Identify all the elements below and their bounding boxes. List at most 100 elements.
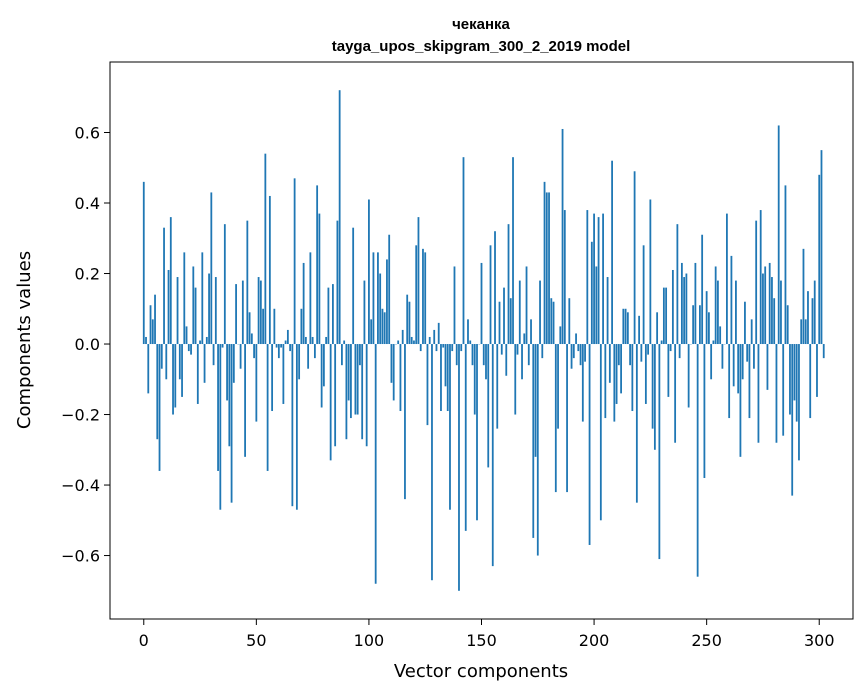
bar-134 [444,344,447,387]
bar-185 [559,326,562,345]
bar-114 [399,344,402,412]
bar-239 [680,262,683,345]
bar-247 [699,305,701,345]
bar-160 [503,287,505,345]
bar-172 [530,319,532,345]
bar-176 [539,280,541,345]
bar-177 [541,344,544,359]
bar-59 [275,344,278,348]
bar-126 [426,344,429,426]
bar-191 [572,344,575,359]
chart-subtitle: tayga_upos_skipgram_300_2_2019 model [332,38,631,55]
bar-150 [480,262,483,345]
y-tick-label: −0.4 [61,476,100,495]
y-axis-label: Components values [14,251,35,429]
bar-284 [782,344,785,436]
bar-107 [383,312,386,345]
bar-173 [532,344,535,538]
bar-293 [802,248,805,345]
bar-34 [219,344,222,510]
bar-105 [379,273,382,345]
bar-65 [289,344,292,352]
bar-152 [485,344,487,380]
bar-184 [557,344,559,429]
bar-95 [356,344,359,415]
bar-21 [190,344,192,355]
bar-298 [813,280,816,345]
bar-144 [467,319,469,345]
bar-98 [363,280,366,345]
bar-155 [491,344,494,567]
bar-127 [428,336,431,345]
bar-299 [816,344,818,397]
bar-92 [350,344,352,419]
bar-30 [210,192,213,345]
bar-24 [196,344,199,404]
bar-146 [471,344,474,366]
bar-292 [800,319,803,345]
bar-53 [262,308,264,345]
bar-204 [602,213,604,345]
bar-300 [818,174,821,345]
bar-133 [442,344,445,348]
bar-99 [365,344,368,447]
bar-234 [669,344,672,352]
bar-166 [516,344,519,355]
bar-60 [277,344,280,359]
bar-175 [536,344,539,556]
bar-232 [665,287,668,345]
bar-265 [739,344,742,457]
bar-264 [737,344,740,394]
bar-205 [604,344,607,419]
bar-174 [534,344,537,457]
bar-266 [741,344,744,380]
bar-143 [464,344,467,531]
bar-118 [408,301,411,345]
bar-163 [509,298,512,345]
bar-164 [512,157,514,345]
bar-33 [217,344,219,471]
bar-197 [586,210,589,345]
bar-153 [487,344,490,468]
bar-274 [759,210,762,345]
bar-211 [617,344,620,366]
bar-26 [201,252,204,345]
bar-125 [424,252,427,345]
bar-67 [293,178,296,345]
bar-110 [390,344,393,383]
bar-280 [773,298,776,345]
bar-91 [347,344,350,401]
y-tick-label: 0.0 [75,335,100,354]
bar-117 [406,294,409,345]
bar-171 [527,344,530,366]
bar-223 [644,344,647,404]
bar-70 [300,308,303,345]
bar-63 [284,340,287,345]
bar-215 [626,312,629,345]
bar-61 [280,344,283,348]
bar-255 [717,280,719,345]
bar-229 [658,344,661,560]
bar-227 [653,344,656,450]
bar-219 [635,344,638,503]
bar-56 [268,195,271,345]
bar-19 [185,326,188,345]
x-axis-ticks: 0 50 100 150 200 250 300 [139,619,835,650]
bar-31 [212,344,215,366]
bar-278 [768,262,771,345]
bar-235 [671,269,674,345]
bar-188 [566,344,568,493]
bar-202 [597,217,600,345]
bar-246 [696,344,699,577]
bar-16 [178,344,181,380]
bar-195 [581,344,584,422]
bar-187 [563,210,566,345]
bar-261 [730,255,733,345]
x-tick-label: 150 [466,631,497,650]
bar-208 [611,160,613,345]
bar-212 [620,344,622,394]
bar-20 [187,344,190,352]
bar-136 [449,344,451,510]
bar-182 [552,301,555,345]
